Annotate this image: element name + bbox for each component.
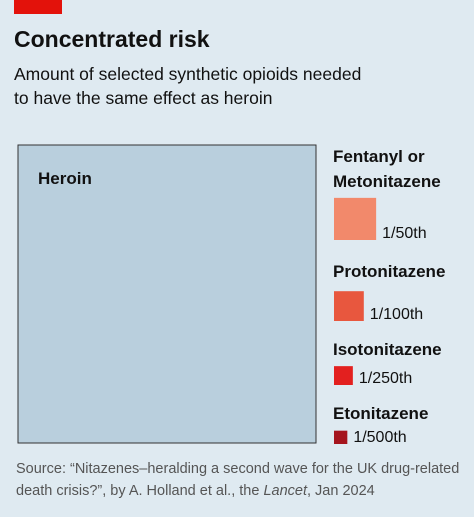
- value-label: 1/500th: [353, 429, 406, 446]
- source-journal: Lancet: [263, 483, 307, 499]
- chart-title: Concentrated risk: [14, 26, 210, 52]
- chart-svg: Concentrated risk Amount of selected syn…: [14, 0, 445, 446]
- source-text: , Jan 2024: [306, 483, 375, 499]
- square: [17, 144, 317, 444]
- square: [334, 430, 348, 444]
- category-label: Fentanyl or Metonitazene: [333, 147, 441, 191]
- brand-tab: [14, 0, 62, 14]
- source-text: Source: “Nitazenes–heralding a second wa…: [16, 461, 460, 499]
- category-label: Protonitazene: [333, 262, 445, 281]
- category-label: Etonitazene: [333, 404, 428, 423]
- subtitle: to have the same effect as heroin: [14, 88, 272, 108]
- square: [334, 291, 364, 321]
- subtitle: Amount of selected synthetic opioids nee…: [14, 64, 361, 84]
- category-label: Isotonitazene: [333, 340, 442, 359]
- source: Source: “Nitazenes–heralding a second wa…: [16, 458, 464, 502]
- value-label: 1/250th: [359, 370, 412, 387]
- square: [334, 366, 353, 385]
- value-label: 1/50th: [382, 225, 426, 242]
- value-label: 1/100th: [370, 306, 423, 323]
- category-label: Heroin: [38, 169, 92, 188]
- square: [334, 197, 377, 240]
